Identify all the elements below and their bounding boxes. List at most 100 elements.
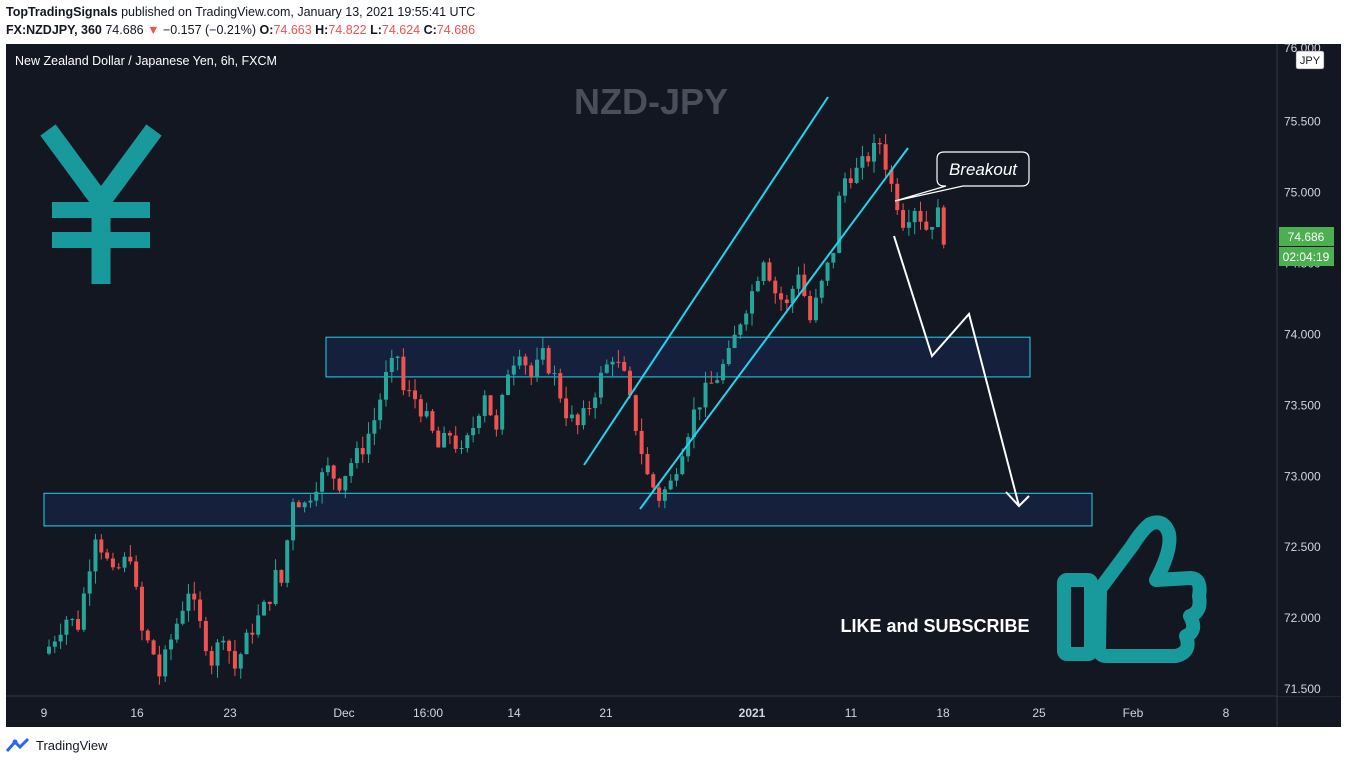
x-tick-label: 8 — [1223, 706, 1230, 720]
candle — [151, 639, 156, 656]
y-tick-label: 73.000 — [1284, 469, 1321, 483]
footer-brand[interactable]: TradingView — [36, 737, 108, 753]
candle — [331, 464, 336, 490]
upper-zone[interactable] — [325, 336, 1031, 378]
candle — [430, 408, 435, 434]
candle — [70, 618, 75, 627]
candle — [732, 325, 737, 349]
channel-lower-line[interactable] — [639, 147, 909, 510]
candle — [610, 356, 615, 377]
candle — [668, 474, 673, 491]
publish-line: TopTradingSignals published on TradingVi… — [6, 3, 475, 21]
x-tick-label: 21 — [599, 706, 613, 720]
candle — [221, 636, 226, 650]
candle — [58, 623, 63, 649]
candle — [383, 360, 388, 407]
candle — [883, 134, 888, 178]
candle — [755, 276, 760, 293]
candle — [418, 394, 423, 423]
candle — [924, 210, 929, 231]
candle — [662, 486, 667, 509]
y-tick-label: 71.500 — [1284, 682, 1321, 696]
zones-layer — [43, 336, 1093, 527]
candle — [813, 288, 818, 323]
candle — [163, 645, 168, 683]
candle — [244, 629, 249, 655]
candle — [198, 591, 203, 629]
x-tick-label: 11 — [845, 706, 858, 720]
candle — [872, 134, 877, 173]
candle — [831, 252, 836, 269]
countdown-label: 02:04:19 — [1283, 250, 1330, 264]
close-value: 74.686 — [436, 23, 476, 37]
candle — [52, 635, 57, 654]
x-tick-label: 14 — [507, 706, 521, 720]
cta-label: LIKE and SUBSCRIBE — [840, 616, 1029, 636]
currency-badge[interactable]: JPY — [1295, 50, 1325, 70]
candle — [488, 395, 493, 417]
candle — [442, 426, 447, 448]
candle — [116, 563, 121, 570]
candle — [761, 260, 766, 286]
change-arrow: ▼ — [147, 23, 160, 37]
candle — [691, 397, 696, 449]
chart-canvas[interactable]: Breakout NZD-JPY New Zealand Dollar / Ja… — [6, 44, 1341, 727]
candle — [842, 172, 847, 203]
publisher-name[interactable]: TopTradingSignals — [6, 5, 118, 19]
candle — [192, 581, 197, 611]
candle — [628, 366, 632, 399]
chart-panel[interactable]: Breakout NZD-JPY New Zealand Dollar / Ja… — [6, 44, 1341, 727]
y-tick-label: 74.000 — [1284, 327, 1321, 341]
candle — [232, 639, 237, 677]
candle — [552, 365, 557, 386]
projection-path[interactable] — [893, 235, 1020, 507]
candle — [918, 201, 923, 230]
candle — [349, 458, 354, 483]
change-value: −0.157 (−0.21%) — [162, 23, 257, 37]
open-label: O: — [259, 23, 274, 37]
candle — [105, 548, 110, 561]
y-tick-label: 75.500 — [1284, 115, 1321, 129]
price-axis[interactable] — [1278, 44, 1341, 696]
currency-badge-label: JPY — [1300, 55, 1321, 67]
candle — [517, 349, 522, 370]
candle — [320, 467, 325, 504]
candle — [941, 205, 946, 249]
candle — [354, 441, 359, 469]
candle — [314, 482, 319, 507]
candle — [47, 639, 51, 656]
y-tick-label: 73.500 — [1284, 398, 1321, 412]
candle — [895, 178, 900, 215]
candle — [145, 628, 150, 644]
candle — [750, 284, 755, 326]
candle — [604, 359, 609, 374]
last-price-tag: 74.686 02:04:19 — [1279, 227, 1334, 266]
candle — [802, 263, 807, 298]
candle — [645, 447, 650, 475]
candle — [558, 368, 563, 403]
candle — [494, 409, 499, 437]
thumbs-up-icon[interactable] — [1057, 515, 1207, 663]
candle — [273, 559, 278, 606]
candle — [424, 402, 429, 419]
breakout-callout[interactable]: Breakout — [894, 151, 1030, 202]
candle — [709, 371, 714, 384]
candle — [360, 436, 365, 463]
low-label: L: — [370, 23, 382, 37]
candle — [186, 583, 191, 622]
tradingview-logo-icon[interactable] — [6, 737, 32, 753]
candle — [476, 413, 481, 435]
candle — [935, 199, 940, 228]
x-tick-label: 9 — [41, 706, 48, 720]
channel-upper-line[interactable] — [583, 96, 829, 466]
candle — [523, 353, 528, 375]
candle — [877, 138, 882, 155]
lower-zone[interactable] — [43, 492, 1093, 527]
candle — [482, 390, 487, 423]
candle — [413, 379, 418, 409]
candle — [256, 604, 261, 638]
y-tick-label: 72.500 — [1284, 540, 1321, 554]
candle — [866, 152, 871, 167]
candle — [511, 356, 516, 386]
x-tick-label: Feb — [1123, 706, 1144, 720]
